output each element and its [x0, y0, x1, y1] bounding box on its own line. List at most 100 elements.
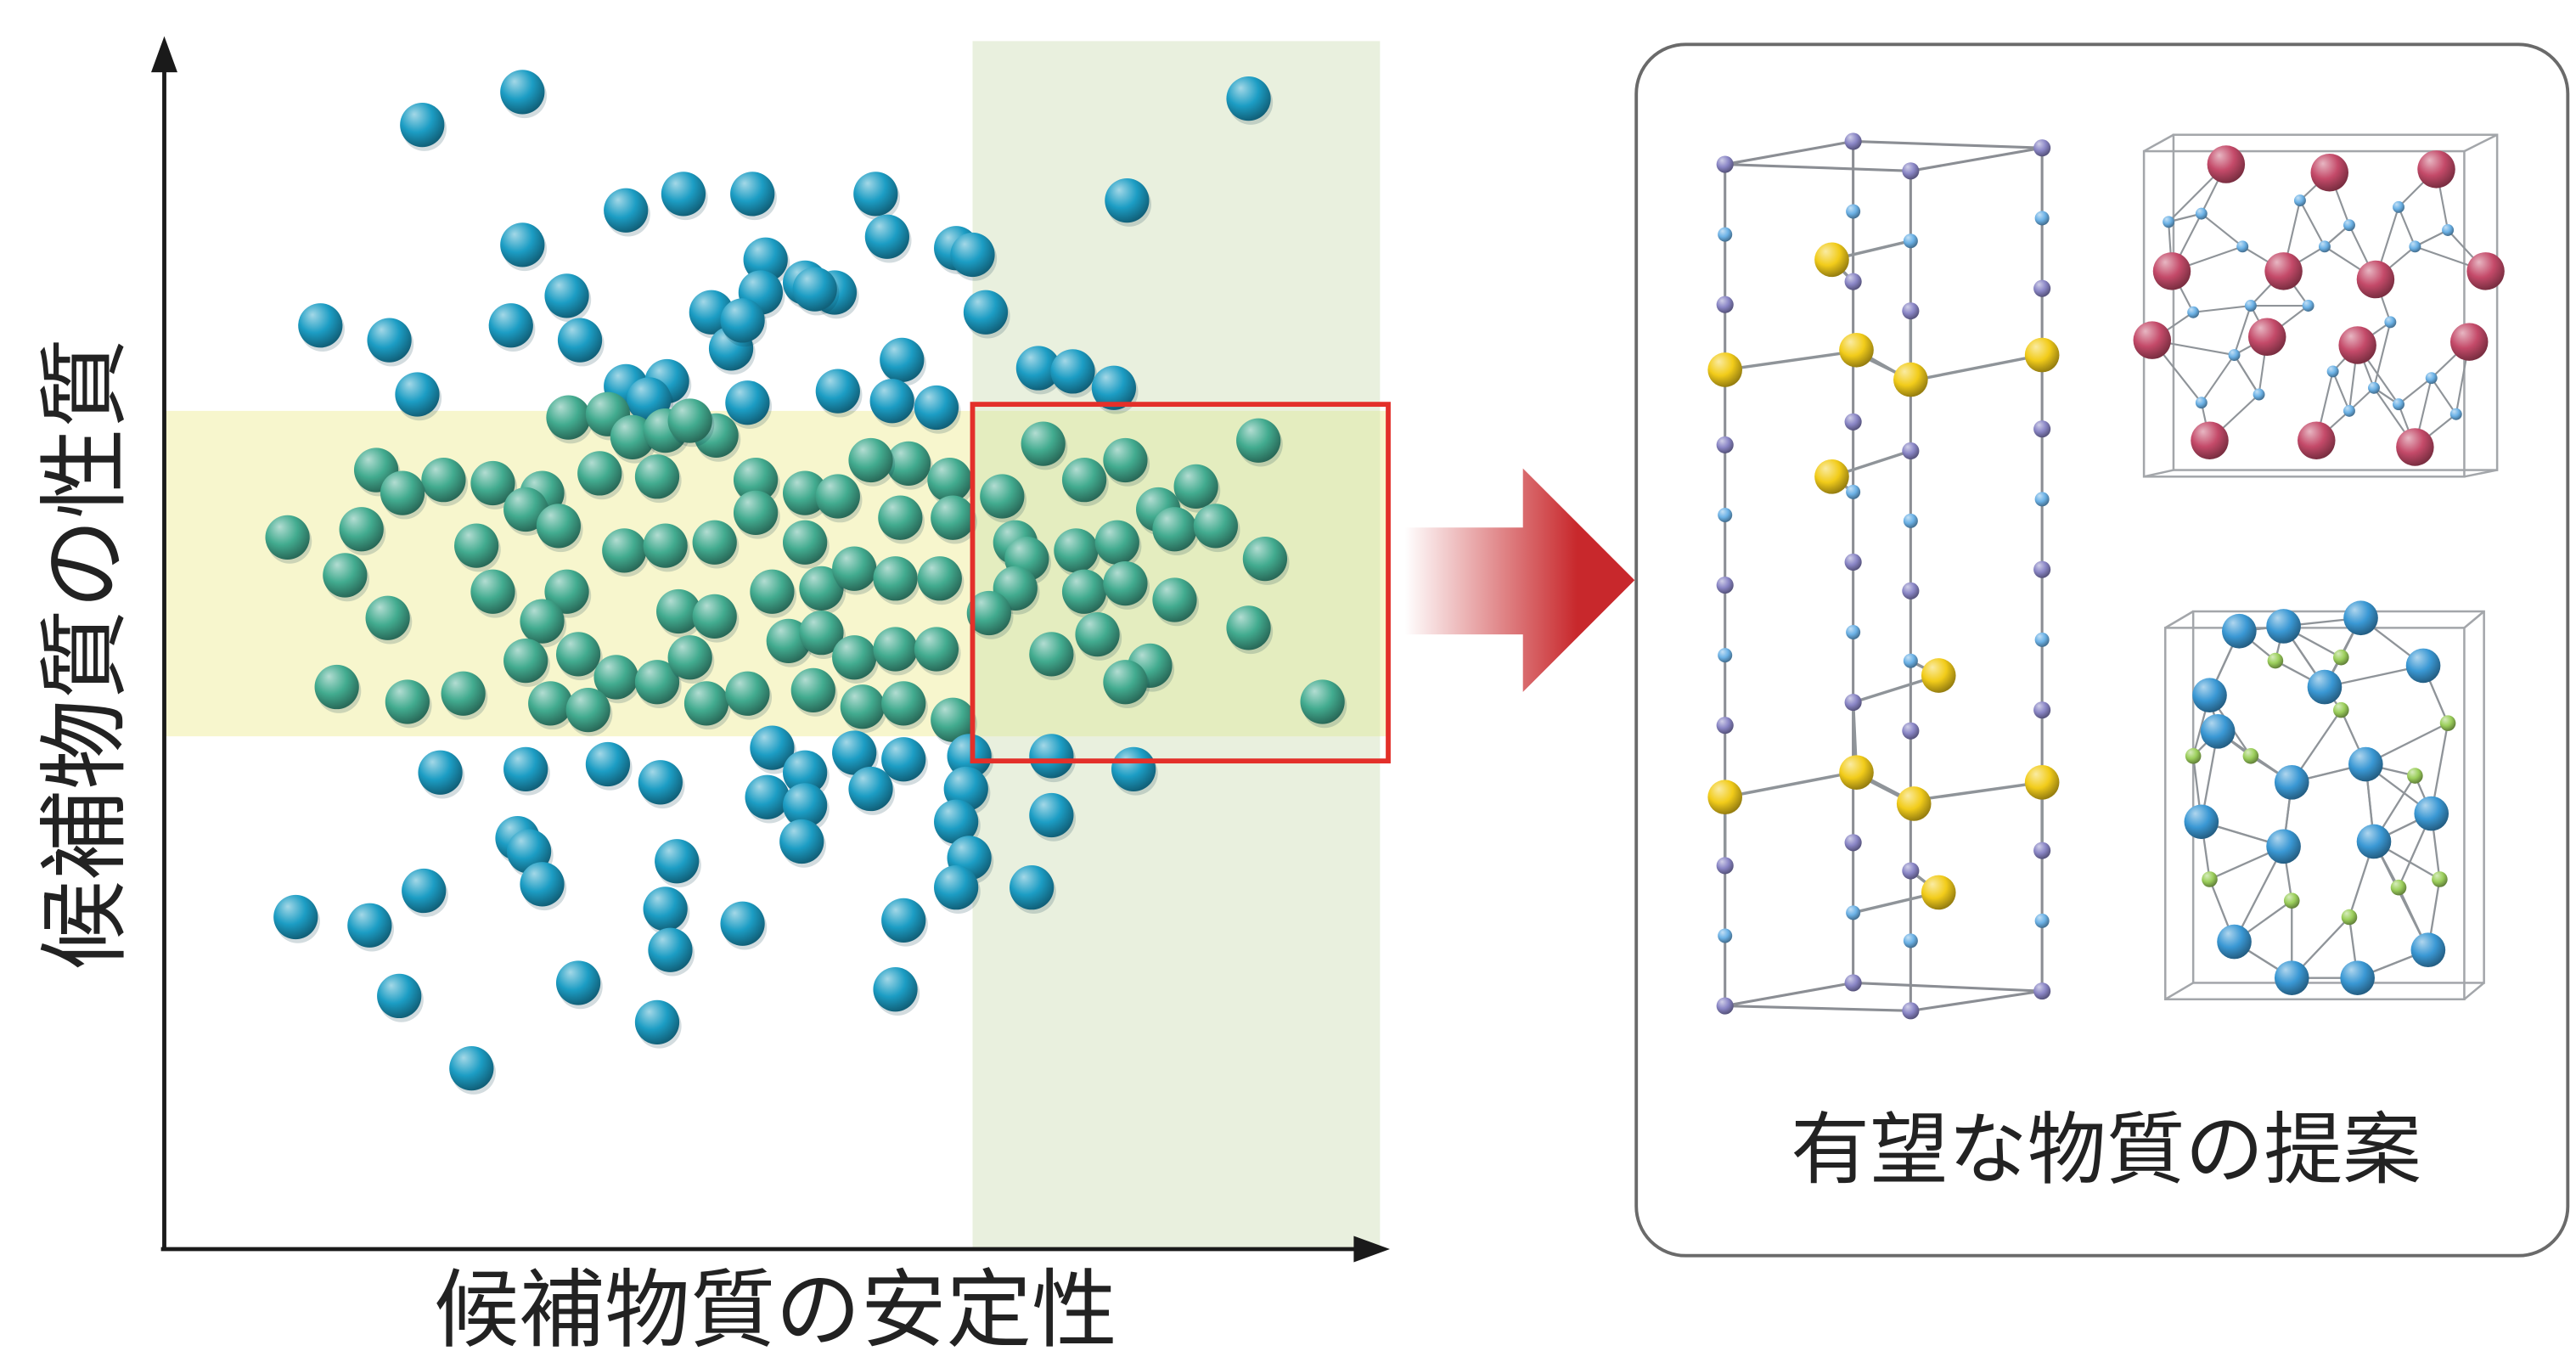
atom-small-blue: [2343, 404, 2355, 417]
atom-small: [1716, 155, 1734, 173]
atom-small: [2033, 279, 2051, 297]
bond: [2200, 354, 2236, 403]
candidate-dot: [733, 458, 779, 503]
candidate-dot: [1061, 458, 1107, 503]
y-axis-arrowhead: [151, 36, 177, 73]
candidate-dot: [661, 172, 706, 217]
candidate-dot: [1103, 560, 1148, 606]
candidate-dot: [799, 566, 844, 611]
atom-small: [2033, 420, 2051, 438]
candidate-dot: [273, 894, 318, 940]
atom-small: [1903, 933, 1918, 949]
cell-edge: [1724, 163, 1911, 172]
candidate-dot: [544, 569, 589, 614]
candidate-dot: [555, 632, 601, 677]
candidate-dot: [395, 372, 440, 417]
candidate-dot: [648, 927, 693, 972]
candidate-dot: [881, 737, 926, 782]
atom-green: [2407, 768, 2423, 784]
candidate-dot: [546, 395, 591, 440]
candidate-dot: [931, 697, 976, 742]
cell-edge: [2164, 610, 2194, 629]
candidate-dot: [1242, 536, 1288, 582]
bond: [1910, 353, 2043, 383]
candidate-dot: [441, 671, 486, 716]
candidate-dot: [500, 222, 545, 267]
candidate-dot: [1061, 569, 1107, 614]
atom-small-blue: [2302, 300, 2314, 312]
cell-edge: [1853, 981, 2043, 993]
candidate-dot: [881, 681, 926, 726]
candidate-dot: [365, 595, 410, 640]
candidate-dot: [886, 441, 931, 486]
atom-small-blue: [2425, 372, 2438, 385]
atom-small-blue: [2228, 349, 2241, 362]
candidate-dot: [950, 232, 995, 278]
atom-green: [2267, 652, 2284, 669]
candidate-dot: [783, 750, 828, 795]
atom-small: [1844, 132, 1862, 150]
atom-small-blue: [2343, 219, 2355, 232]
candidate-dot: [500, 70, 545, 115]
candidate-dot: [848, 437, 893, 483]
atom-blue: [2348, 746, 2383, 782]
atom-small: [1902, 722, 1920, 740]
candidate-dot: [347, 903, 392, 948]
candidate-dot: [725, 380, 770, 425]
candidate-dot: [421, 458, 466, 503]
candidate-dot: [1103, 660, 1148, 705]
candidate-dot: [1105, 178, 1150, 223]
cell-edge: [1910, 989, 2043, 1012]
candidate-dot: [881, 898, 926, 943]
candidate-dot: [853, 172, 898, 217]
atom-small: [2033, 842, 2051, 859]
atom-small-blue: [2236, 240, 2249, 253]
cell-edge: [2463, 611, 2485, 629]
candidate-dot: [730, 172, 775, 217]
atom-small: [1716, 857, 1734, 875]
bond: [2233, 305, 2252, 356]
candidate-dot: [840, 684, 885, 729]
candidate-dot: [610, 414, 655, 459]
candidate-dot: [1029, 632, 1074, 677]
cell-edge: [2464, 469, 2498, 478]
atom-yellow: [1814, 242, 1849, 278]
candidate-dot: [1226, 605, 1271, 650]
candidate-dot: [1091, 365, 1137, 410]
candidate-dot: [503, 638, 548, 684]
atom-small: [1844, 974, 1862, 992]
atom-pink: [2466, 252, 2505, 290]
atom-green: [2202, 871, 2218, 887]
candidate-dot: [692, 594, 737, 639]
crystal-structure-prism: [1707, 132, 2060, 1020]
atom-small: [1844, 273, 1862, 290]
candidate-dot: [692, 520, 737, 565]
candidate-dot: [314, 664, 359, 710]
candidate-dot: [1029, 734, 1074, 779]
candidate-dot: [520, 862, 565, 907]
atom-blue: [2200, 713, 2236, 749]
atom-blue: [2274, 764, 2309, 800]
candidate-dot: [750, 569, 795, 614]
atom-yellow: [2024, 764, 2060, 800]
atom-small-blue: [2244, 300, 2257, 312]
atom-small: [1903, 653, 1918, 668]
bond: [2233, 846, 2285, 943]
atom-small-blue: [2393, 398, 2404, 411]
atom-small: [1846, 625, 1861, 640]
atom-yellow: [1893, 362, 1928, 397]
candidate-dot: [367, 318, 412, 363]
atom-blue: [2343, 600, 2378, 636]
atom-blue: [2410, 932, 2446, 968]
atom-green: [2390, 879, 2407, 896]
atom-green: [2439, 715, 2456, 731]
atom-pink: [2396, 428, 2434, 466]
bond: [2193, 304, 2252, 313]
atom-green: [2242, 748, 2259, 764]
cell-edge: [2463, 133, 2498, 153]
atom-pink: [2133, 321, 2172, 359]
candidate-dot: [720, 298, 765, 343]
atom-pink: [2449, 323, 2489, 361]
candidate-dot: [931, 495, 976, 540]
